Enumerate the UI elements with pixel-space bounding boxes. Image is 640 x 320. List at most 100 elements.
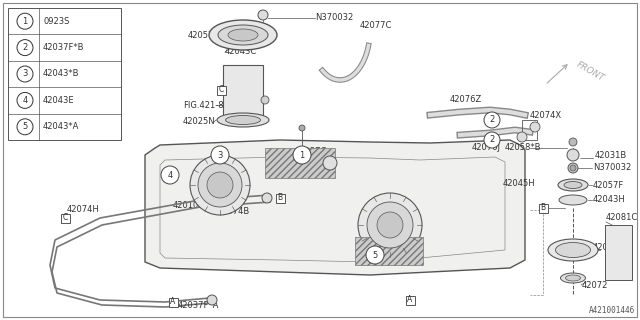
Text: 4: 4 <box>168 171 173 180</box>
Circle shape <box>17 92 33 108</box>
Ellipse shape <box>564 181 582 188</box>
Text: A: A <box>408 295 413 305</box>
Ellipse shape <box>558 179 588 191</box>
Bar <box>406 295 415 305</box>
Text: 42057C: 42057C <box>188 30 220 39</box>
Circle shape <box>262 193 272 203</box>
Text: 42057F: 42057F <box>593 180 624 189</box>
Circle shape <box>530 122 540 132</box>
Text: 42074H: 42074H <box>67 205 100 214</box>
Text: 42045H: 42045H <box>503 179 536 188</box>
Text: 42043H: 42043H <box>593 196 626 204</box>
Text: 42043*B: 42043*B <box>43 69 79 78</box>
Circle shape <box>567 149 579 161</box>
Circle shape <box>207 172 233 198</box>
Ellipse shape <box>548 239 598 261</box>
Text: 42081C: 42081C <box>606 213 638 222</box>
Text: 42077C: 42077C <box>360 20 392 29</box>
Text: A: A <box>170 298 175 307</box>
Text: 2: 2 <box>490 135 495 145</box>
Circle shape <box>517 132 527 142</box>
Text: 2: 2 <box>22 43 28 52</box>
Text: 42037C: 42037C <box>295 148 328 156</box>
Text: N370032: N370032 <box>593 164 631 172</box>
Circle shape <box>211 146 229 164</box>
Bar <box>8 8 121 140</box>
Text: 42037F*A: 42037F*A <box>178 300 220 309</box>
Circle shape <box>323 156 337 170</box>
Text: 42037F*B: 42037F*B <box>43 43 84 52</box>
Text: 42031B: 42031B <box>595 150 627 159</box>
Circle shape <box>293 146 311 164</box>
Text: 42058*B: 42058*B <box>505 143 541 153</box>
Circle shape <box>198 163 242 207</box>
Text: 42010: 42010 <box>173 201 199 210</box>
Text: 1: 1 <box>22 17 28 26</box>
Circle shape <box>484 132 500 148</box>
Circle shape <box>366 246 384 264</box>
Circle shape <box>299 125 305 131</box>
Circle shape <box>207 295 217 305</box>
Text: FIG.421-8: FIG.421-8 <box>183 100 223 109</box>
Ellipse shape <box>209 20 277 50</box>
Text: 42025N: 42025N <box>183 117 216 126</box>
Circle shape <box>569 138 577 146</box>
Ellipse shape <box>217 113 269 127</box>
Circle shape <box>484 112 500 128</box>
Text: 5: 5 <box>372 251 378 260</box>
Bar <box>605 225 632 280</box>
Text: 42025H: 42025H <box>593 244 626 252</box>
Bar <box>223 65 263 117</box>
Circle shape <box>17 66 33 82</box>
Circle shape <box>570 165 576 171</box>
Circle shape <box>17 13 33 29</box>
Circle shape <box>261 96 269 104</box>
Text: 42076J: 42076J <box>472 143 501 153</box>
Circle shape <box>367 202 413 248</box>
Text: 5: 5 <box>22 122 28 131</box>
Ellipse shape <box>225 116 260 124</box>
Bar <box>216 85 225 94</box>
Text: 3: 3 <box>22 69 28 78</box>
Text: 1: 1 <box>300 150 305 159</box>
Text: A421001446: A421001446 <box>589 306 635 315</box>
Text: FRONT: FRONT <box>575 60 606 84</box>
Text: 42072: 42072 <box>582 281 609 290</box>
Circle shape <box>568 163 578 173</box>
Bar <box>538 204 547 212</box>
Circle shape <box>17 119 33 135</box>
Text: 42043*A: 42043*A <box>43 122 79 131</box>
Circle shape <box>190 155 250 215</box>
Ellipse shape <box>228 29 258 41</box>
Circle shape <box>258 10 268 20</box>
Ellipse shape <box>556 243 591 258</box>
Circle shape <box>377 212 403 238</box>
Polygon shape <box>145 140 525 275</box>
Circle shape <box>161 166 179 184</box>
Bar <box>168 298 177 307</box>
Bar <box>522 120 537 140</box>
FancyBboxPatch shape <box>355 237 423 265</box>
Text: 42074B: 42074B <box>218 207 250 217</box>
FancyBboxPatch shape <box>265 148 335 178</box>
Circle shape <box>358 193 422 257</box>
Text: N370032: N370032 <box>315 13 353 22</box>
Bar <box>61 213 70 222</box>
Bar <box>275 194 285 203</box>
Ellipse shape <box>566 275 580 281</box>
Text: C: C <box>62 213 68 222</box>
Text: B: B <box>277 194 283 203</box>
Circle shape <box>17 40 33 56</box>
Text: 0923S: 0923S <box>43 17 69 26</box>
Ellipse shape <box>559 195 587 205</box>
Text: B: B <box>540 204 545 212</box>
Ellipse shape <box>218 25 268 45</box>
Text: 2: 2 <box>490 116 495 124</box>
Ellipse shape <box>561 273 586 283</box>
Text: 4: 4 <box>22 96 28 105</box>
Text: 42076Z: 42076Z <box>450 95 483 105</box>
Text: 42074X: 42074X <box>530 110 562 119</box>
Text: 3: 3 <box>218 150 223 159</box>
Text: C: C <box>218 85 223 94</box>
Text: 42043E: 42043E <box>43 96 75 105</box>
